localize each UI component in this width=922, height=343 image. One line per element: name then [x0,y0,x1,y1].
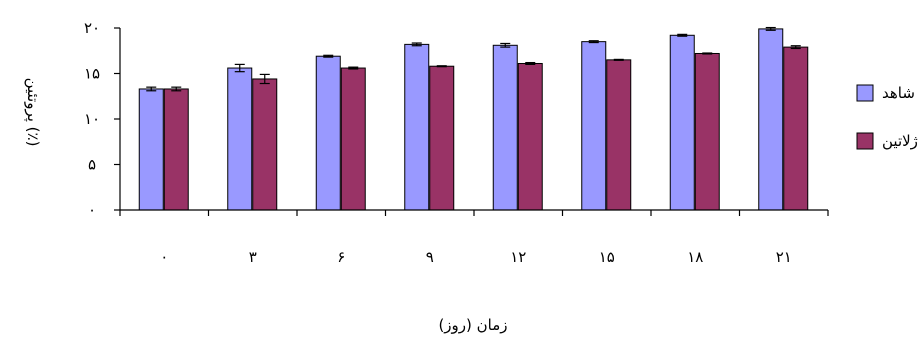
y-axis: ۰ ۵ ۱۰ ۱۵ ۲۰ [84,19,121,219]
x-axis-title: زمان (روز) [438,316,507,334]
bar [783,46,809,211]
x-tick-label: ۱۵ [599,248,615,266]
plot-area [138,26,809,211]
bar [581,41,607,211]
bar [227,67,253,211]
bar [138,88,164,211]
bar [404,43,430,211]
x-tick-label: ۹ [426,248,434,266]
y-tick-label: ۵ [88,156,96,174]
legend-label: ژلاتین [882,132,918,150]
y-axis-title: پروتئین (٪) [23,78,42,147]
y-tick-label: ۰ [88,201,96,219]
legend-swatch [856,84,874,102]
legend: شاهد ژلاتین [856,84,918,150]
bar [429,65,455,211]
y-tick-label: ۲۰ [84,19,100,37]
y-tick-label: ۱۰ [84,110,100,128]
bar [492,44,518,211]
x-tick-label: ۱۲ [510,248,526,266]
bar [606,59,632,211]
y-tick-label: ۱۵ [84,65,100,83]
x-tick-label: ۳ [249,248,257,266]
bar [252,78,278,211]
bar [694,52,720,211]
x-tick-label: ۶ [337,248,345,266]
bar [163,88,189,211]
bar [315,55,341,211]
x-axis: ۰ ۳ ۶ ۹ ۱۲ ۱۵ ۱۸ ۲۱ [119,209,829,266]
legend-swatch [856,132,874,150]
bar [758,28,784,211]
x-tick-label: ۲۱ [776,248,792,266]
bar [517,62,543,211]
x-tick-label: ۰ [160,248,168,266]
legend-label: شاهد [882,84,915,102]
bar [669,34,695,211]
bar [340,67,366,211]
x-tick-label: ۱۸ [687,248,703,266]
